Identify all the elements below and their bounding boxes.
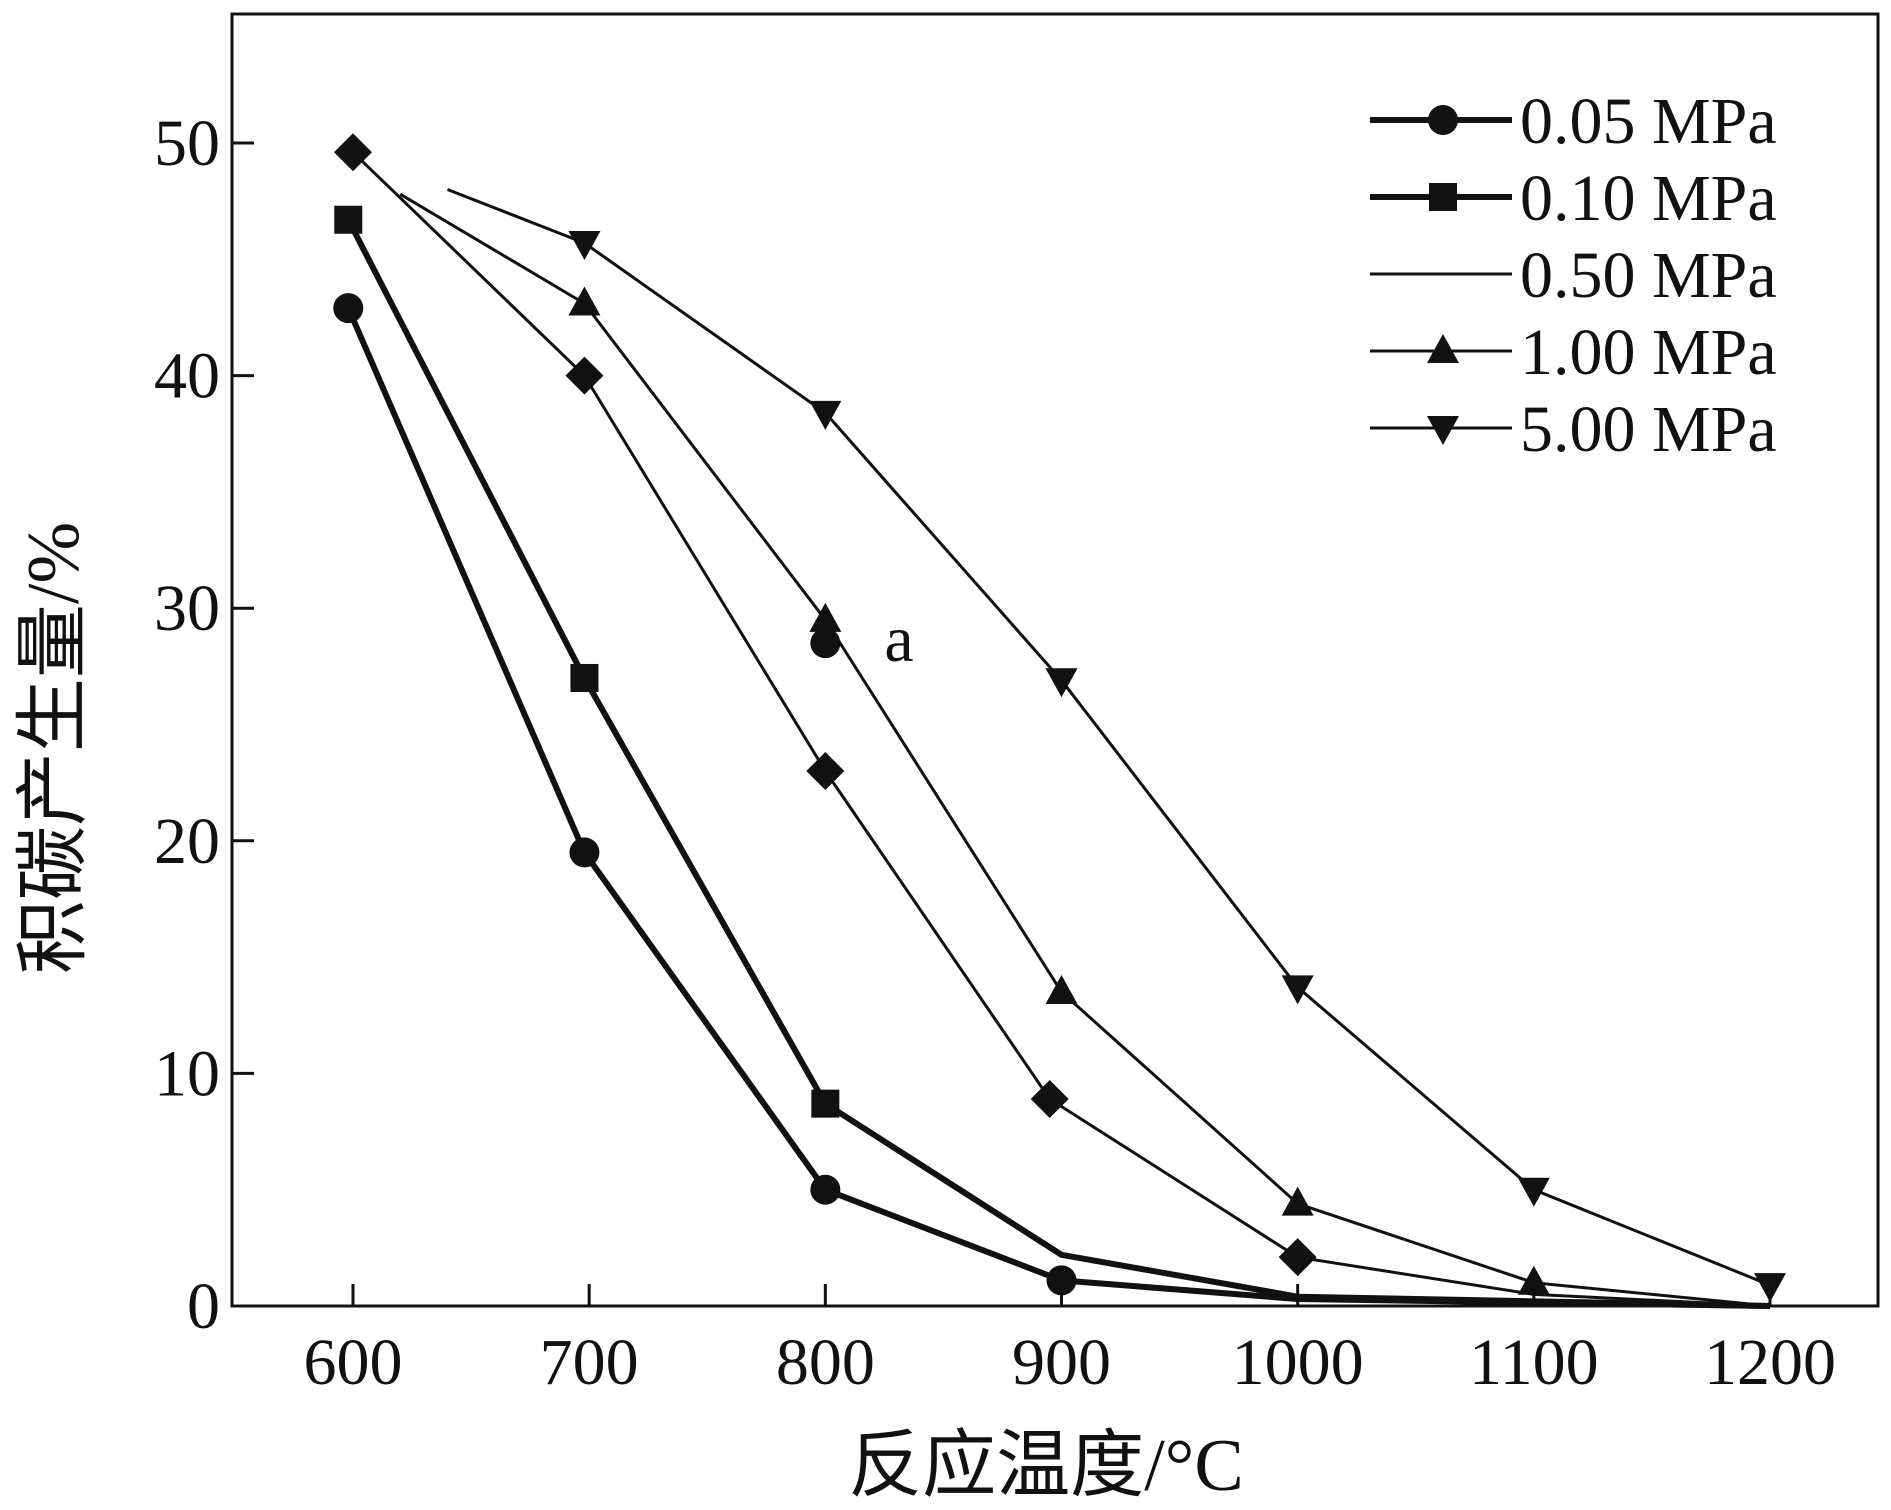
data-point-4-4 <box>1281 975 1314 1005</box>
x-tick-label: 1100 <box>1469 1326 1599 1399</box>
data-point-1-1 <box>570 663 599 692</box>
legend-label-2: 0.50 MPa <box>1520 239 1777 312</box>
data-point-1-0 <box>334 205 363 234</box>
x-tick-label: 900 <box>1012 1326 1111 1399</box>
x-tick-label: 600 <box>304 1326 403 1399</box>
annotation-label: a <box>884 603 913 676</box>
y-axis-ticks: 0 10 20 30 40 50 <box>154 107 254 1343</box>
x-tick-label: 1000 <box>1232 1326 1364 1399</box>
y-tick-label: 20 <box>154 805 220 878</box>
legend-label-1: 0.10 MPa <box>1520 162 1777 235</box>
data-point-3-3 <box>1045 974 1078 1004</box>
legend-marker-3 <box>1427 334 1459 363</box>
data-point-3-5 <box>1517 1265 1550 1295</box>
data-point-0-3 <box>1046 1265 1077 1296</box>
data-point-4-2 <box>809 400 842 430</box>
y-tick-label: 0 <box>187 1270 220 1343</box>
data-point-0-1 <box>569 837 600 868</box>
y-tick-label: 10 <box>154 1037 220 1110</box>
x-axis-label: 反应温度/°C <box>848 1425 1244 1505</box>
plot-frame <box>230 12 1880 1308</box>
data-point-4-5 <box>1517 1177 1550 1207</box>
data-point-2-1 <box>565 356 604 395</box>
legend-label-3: 1.00 MPa <box>1520 316 1777 389</box>
extra-point-0 <box>810 628 841 659</box>
series-line-1 <box>345 218 1771 1309</box>
data-point-3-1 <box>568 286 601 316</box>
data-point-4-3 <box>1045 668 1078 698</box>
legend-marker-4 <box>1427 416 1459 445</box>
data-point-2-4 <box>1278 1238 1317 1277</box>
data-point-3-2 <box>809 602 842 632</box>
legend-label-0: 0.05 MPa <box>1520 85 1777 158</box>
data-point-1-2 <box>811 1089 840 1118</box>
y-axis-label: 积碳产生量/% <box>13 522 95 974</box>
x-tick-label: 1200 <box>1704 1326 1836 1399</box>
data-point-2-3 <box>1030 1079 1069 1118</box>
y-tick-label: 30 <box>154 572 220 645</box>
data-point-2-0 <box>334 133 372 172</box>
legend-label-4: 5.00 MPa <box>1520 393 1777 466</box>
annotations: a <box>884 603 913 676</box>
data-point-4-6 <box>1754 1273 1786 1303</box>
y-tick-label: 50 <box>154 107 220 180</box>
legend-marker-0 <box>1428 105 1458 135</box>
data-point-0-0 <box>333 293 364 324</box>
data-point-2-2 <box>806 752 845 791</box>
data-point-4-1 <box>568 231 601 261</box>
series-markers <box>333 133 1786 1303</box>
x-tick-label: 700 <box>540 1326 639 1399</box>
x-axis-ticks: 600 700 800 900 1000 1100 1200 <box>304 1284 1836 1399</box>
x-tick-label: 800 <box>776 1326 875 1399</box>
y-tick-label: 40 <box>154 340 220 413</box>
legend-marker-1 <box>1429 183 1457 211</box>
data-point-3-4 <box>1281 1186 1314 1216</box>
data-point-0-2 <box>810 1174 841 1205</box>
